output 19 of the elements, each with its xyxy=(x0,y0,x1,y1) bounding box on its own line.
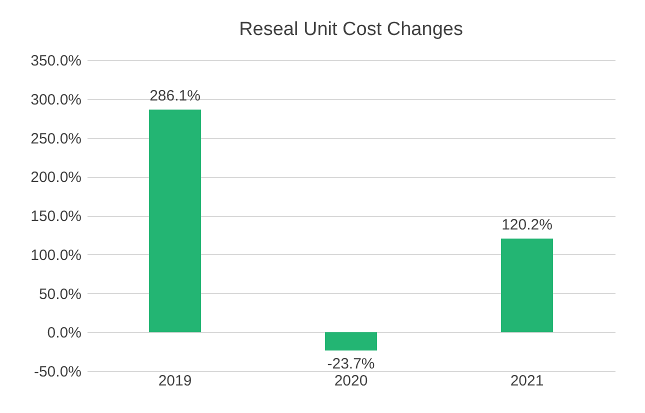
y-tick-label: 50.0% xyxy=(38,286,82,303)
data-label: -23.7% xyxy=(327,356,375,373)
y-tick-label: 150.0% xyxy=(30,208,82,225)
x-tick-label: 2019 xyxy=(158,372,192,390)
y-tick-label: 100.0% xyxy=(30,246,82,264)
chart-title: Reseal Unit Cost Changes xyxy=(239,19,463,40)
x-tick-label: 2020 xyxy=(334,372,368,390)
bar xyxy=(325,332,377,351)
data-label: 120.2% xyxy=(502,216,552,234)
y-tick-label: 350.0% xyxy=(30,52,82,70)
bar xyxy=(501,238,553,332)
y-tick-label: 0.0% xyxy=(47,324,82,342)
x-tick-label: 2021 xyxy=(510,372,544,390)
y-tick-label: 300.0% xyxy=(30,91,82,108)
y-tick-label: 200.0% xyxy=(30,169,82,186)
bar xyxy=(149,110,201,332)
y-tick-label: 250.0% xyxy=(30,130,82,148)
y-tick-label: -50.0% xyxy=(34,364,82,380)
data-label: 286.1% xyxy=(150,88,200,105)
